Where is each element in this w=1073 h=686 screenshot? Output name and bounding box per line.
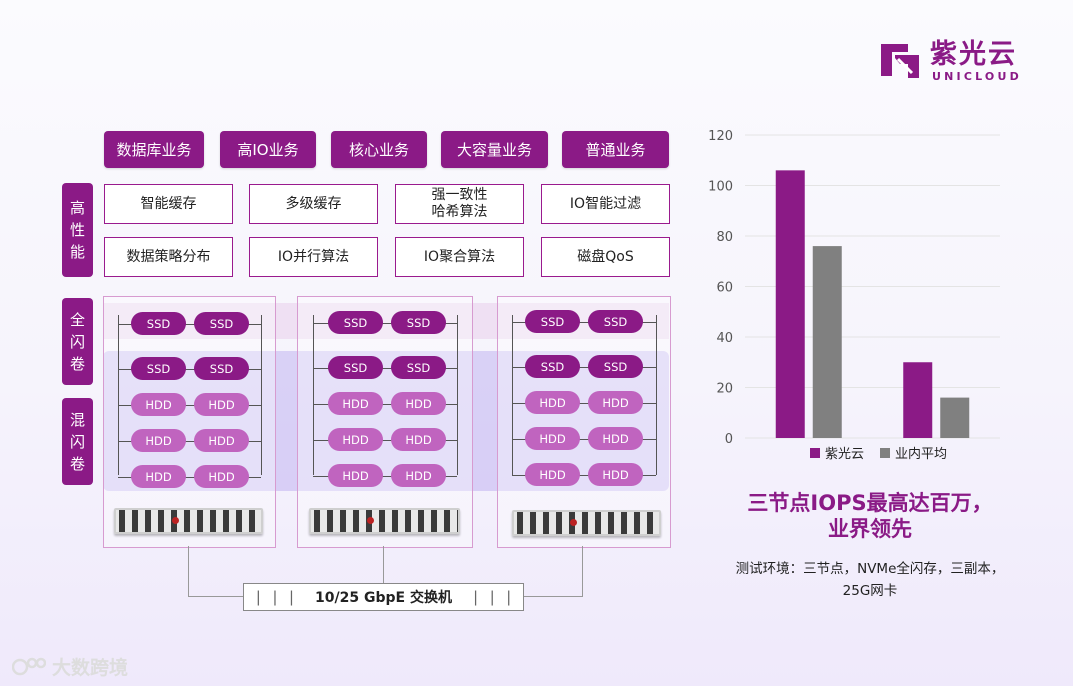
y-tick-label: 20 [716,382,733,397]
ssd-disk: SSD [194,357,249,380]
hdd-disk: HDD [194,393,249,416]
hdd-disk: HDD [588,391,643,414]
y-tick-label: 100 [708,180,733,195]
y-tick-label: 60 [716,281,733,296]
bar [940,397,970,438]
test-environment-line-2: 25G网卡 [842,583,898,599]
legend-label: 紫光云 [825,447,864,462]
label-hybrid-flash-volume: 混 闪 卷 [62,398,93,485]
business-general: 普通业务 [562,131,669,168]
network-link-node-2 [383,546,384,583]
ssd-disk: SSD [525,310,580,333]
feature-io-parallel: IO并行算法 [249,237,378,277]
ssd-disk: SSD [328,356,383,379]
hdd-disk: HDD [131,393,186,416]
feature-io-filter: IO智能过滤 [541,184,670,224]
network-link-node-1 [188,546,244,597]
switch-label: 10/25 GbpE 交换机 [315,590,452,606]
test-environment: 测试环境：三节点，NVMe全闪存，三副本， 25G网卡 [700,558,1040,602]
unicloud-logo-icon [881,44,919,78]
bar [812,246,842,438]
feature-disk-qos: 磁盘QoS [541,237,670,277]
hdd-disk: HDD [131,465,186,488]
headline: 三节点IOPS最高达百万， 业界领先 [700,490,1040,542]
logo-name-en: UNICLOUD [932,70,1022,83]
business-large-capacity: 大容量业务 [441,131,548,168]
y-tick-label: 80 [716,230,733,245]
network-link-node-3 [522,546,583,597]
legend-swatch [880,448,890,458]
legend-swatch [810,448,820,458]
iops-bar-chart: 0 20 40 60 80 100 120 紫光云 业内平均 [708,129,1000,462]
y-tick-label: 40 [716,331,733,346]
hdd-disk: HDD [525,391,580,414]
watermark-logo-icon [12,657,46,675]
hdd-disk: HDD [525,427,580,450]
hdd-disk: HDD [391,392,446,415]
label-all-flash-volume: 全 闪 卷 [62,298,93,385]
hdd-disk: HDD [588,463,643,486]
ssd-disk: SSD [131,357,186,380]
bar [775,170,805,438]
ssd-disk: SSD [391,356,446,379]
test-environment-line-1: 测试环境：三节点，NVMe全闪存，三副本， [735,561,1005,577]
feature-smart-cache: 智能缓存 [104,184,233,224]
storage-node-3: SSD SSD SSD SSD HDD HDD HDD HDD HDD HDD [497,296,671,548]
hdd-disk: HDD [131,429,186,452]
hdd-disk: HDD [194,429,249,452]
business-high-io: 高IO业务 [220,131,316,168]
switch-ports-left-icon: ❘❘❘ [252,588,302,606]
storage-node-1: SSD SSD SSD SSD HDD HDD HDD HDD HDD HDD [103,296,276,548]
ssd-disk: SSD [131,312,186,335]
label-high-performance: 高 性 能 [62,183,93,277]
logo-name-cn: 紫光云 [930,39,1017,70]
storage-node-2: SSD SSD SSD SSD HDD HDD HDD HDD HDD HDD [297,296,473,548]
feature-consistent-hash: 强一致性 哈希算法 [395,184,524,224]
feature-data-policy: 数据策略分布 [104,237,233,277]
hdd-disk: HDD [328,464,383,487]
y-tick-label: 0 [725,432,733,447]
legend-label: 业内平均 [895,446,947,462]
headline-line-1: 三节点IOPS最高达百万， [747,491,993,515]
ssd-disk: SSD [588,355,643,378]
ssd-disk: SSD [194,312,249,335]
bar [903,362,933,438]
server-icon [512,510,661,536]
switch-ports-right-icon: ❘❘❘ [469,588,519,606]
network-switch: ❘❘❘ 10/25 GbpE 交换机 ❘❘❘ [243,583,524,611]
feature-multilevel-cache: 多级缓存 [249,184,378,224]
hdd-disk: HDD [588,427,643,450]
node-rail-left [118,315,128,475]
business-database: 数据库业务 [104,131,204,168]
hdd-disk: HDD [328,392,383,415]
hdd-disk: HDD [194,465,249,488]
hdd-disk: HDD [391,428,446,451]
server-icon [309,508,460,534]
server-icon [114,508,263,534]
hdd-disk: HDD [391,464,446,487]
ssd-disk: SSD [525,355,580,378]
ssd-disk: SSD [328,311,383,334]
watermark: 大数跨境 [12,653,128,680]
business-core: 核心业务 [331,131,427,168]
ssd-disk: SSD [588,310,643,333]
node-rail-right [252,315,262,475]
hdd-disk: HDD [328,428,383,451]
hdd-disk: HDD [525,463,580,486]
headline-line-2: 业界领先 [828,517,912,541]
y-tick-label: 120 [708,129,733,144]
watermark-text: 大数跨境 [52,657,129,679]
feature-io-aggregate: IO聚合算法 [395,237,524,277]
ssd-disk: SSD [391,311,446,334]
unicloud-logo: 紫光云 UNICLOUD [878,38,1028,88]
